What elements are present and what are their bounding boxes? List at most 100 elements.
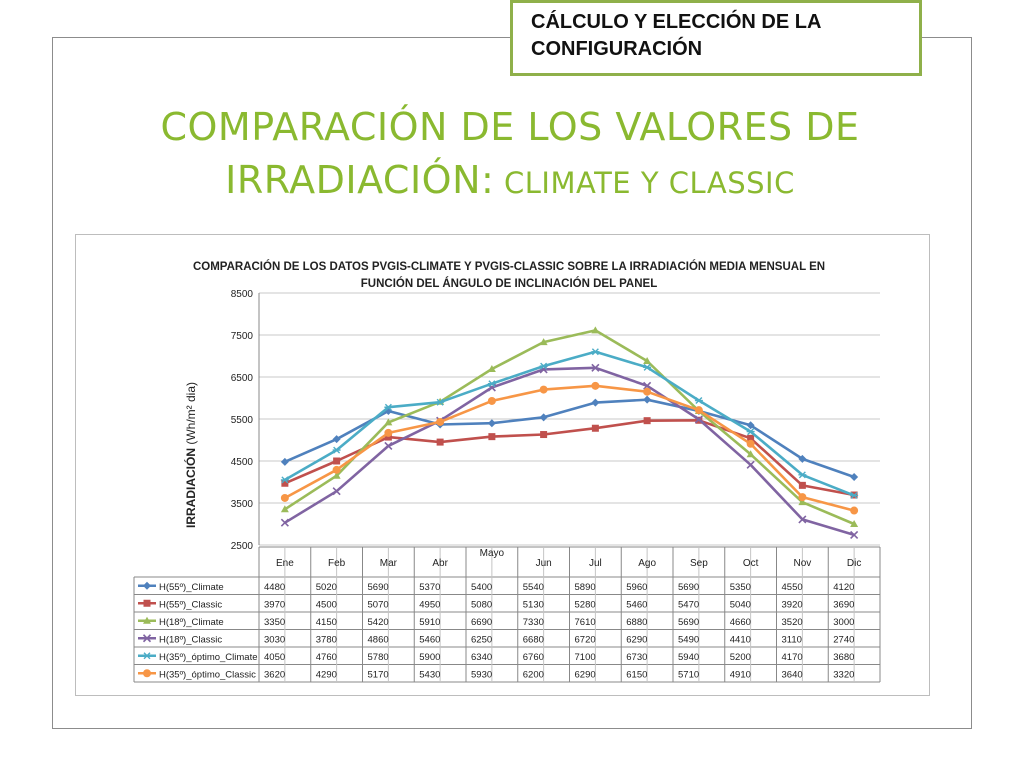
slide-title-line2: IRRADIACIÓN: CLIMATE Y CLASSIC xyxy=(60,158,960,202)
table-cell: 6880 xyxy=(626,617,647,628)
point-marker xyxy=(643,363,652,371)
y-tick-label: 8500 xyxy=(231,289,254,300)
table-cell: 3780 xyxy=(316,634,337,645)
series-line xyxy=(284,384,855,512)
table-cell: 5020 xyxy=(316,582,337,593)
point-marker xyxy=(539,413,548,422)
point-marker xyxy=(591,424,599,432)
point-marker xyxy=(332,435,341,444)
table-cell: 6690 xyxy=(471,617,492,628)
point-marker xyxy=(746,421,755,430)
point-marker xyxy=(280,505,289,513)
table-cell: 6200 xyxy=(523,669,544,680)
table-cell: 3640 xyxy=(782,669,803,680)
chart-title-line1: COMPARACIÓN DE LOS DATOS PVGIS-CLIMATE Y… xyxy=(193,260,825,273)
table-cell: 3520 xyxy=(782,617,803,628)
category-label: Ago xyxy=(638,558,656,569)
point-marker xyxy=(746,428,755,436)
category-label: Oct xyxy=(743,558,759,569)
table-cell: 3030 xyxy=(264,634,285,645)
point-marker xyxy=(643,387,652,396)
legend-label: H(55º)_Climate xyxy=(159,582,224,593)
table-cell: 4170 xyxy=(782,652,803,663)
section-badge-line1: CÁLCULO Y ELECCIÓN DE LA xyxy=(531,11,822,33)
table-cell: 5960 xyxy=(626,582,647,593)
table-cell: 5460 xyxy=(626,599,647,610)
table-cell: 5690 xyxy=(678,617,699,628)
table-cell: 4760 xyxy=(316,652,337,663)
point-marker xyxy=(384,441,393,450)
category-label: Feb xyxy=(328,558,346,569)
chart-panel: COMPARACIÓN DE LOS DATOS PVGIS-CLIMATE Y… xyxy=(75,234,930,696)
table-cell: 4410 xyxy=(730,634,751,645)
table-cell: 3680 xyxy=(833,652,854,663)
table-cell: 3970 xyxy=(264,599,285,610)
point-marker xyxy=(850,530,859,539)
point-marker xyxy=(143,616,151,624)
table-cell: 6250 xyxy=(471,634,492,645)
table-cell: 6720 xyxy=(575,634,596,645)
table-cell: 6150 xyxy=(626,669,647,680)
table-cell: 2740 xyxy=(833,634,854,645)
table-cell: 3350 xyxy=(264,617,285,628)
point-marker xyxy=(798,481,806,489)
point-marker xyxy=(436,398,445,406)
point-marker xyxy=(487,419,496,428)
table-cell: 6290 xyxy=(575,669,596,680)
table-cell: 5690 xyxy=(678,582,699,593)
table-cell: 5080 xyxy=(471,599,492,610)
category-label: Mar xyxy=(380,558,398,569)
y-tick-label: 3500 xyxy=(231,499,254,510)
point-marker xyxy=(488,433,496,441)
table-cell: 4150 xyxy=(316,617,337,628)
point-marker xyxy=(332,446,341,454)
table-cell: 5400 xyxy=(471,582,492,593)
table-cell: 5350 xyxy=(730,582,751,593)
table-cell: 5940 xyxy=(678,652,699,663)
table-cell: 4480 xyxy=(264,582,285,593)
table-cell: 6290 xyxy=(626,634,647,645)
point-marker xyxy=(850,472,859,481)
table-cell: 5890 xyxy=(575,582,596,593)
y-tick-label: 5500 xyxy=(231,415,254,426)
y-tick-label: 6500 xyxy=(231,373,254,384)
series-line xyxy=(284,398,855,479)
point-marker xyxy=(384,433,392,441)
point-marker xyxy=(143,581,151,590)
point-marker xyxy=(694,415,703,424)
point-marker xyxy=(487,396,496,405)
point-marker xyxy=(747,434,755,442)
point-marker xyxy=(694,397,703,405)
table-cell: 7100 xyxy=(575,652,596,663)
series-line xyxy=(284,366,855,537)
irradiation-chart: COMPARACIÓN DE LOS DATOS PVGIS-CLIMATE Y… xyxy=(133,260,881,683)
legend-label: H(18º)_Classic xyxy=(159,634,222,645)
point-marker xyxy=(280,518,289,527)
point-marker xyxy=(591,381,600,390)
point-marker xyxy=(540,431,548,439)
point-marker xyxy=(694,406,703,415)
point-marker xyxy=(591,348,600,356)
point-marker xyxy=(280,457,289,466)
table-cell: 4950 xyxy=(419,599,440,610)
category-label: Jun xyxy=(536,558,552,569)
table-cell: 5470 xyxy=(678,599,699,610)
point-marker xyxy=(332,471,341,479)
point-marker xyxy=(643,357,652,365)
table-cell: 5040 xyxy=(730,599,751,610)
y-tick-label: 7500 xyxy=(231,331,254,342)
point-marker xyxy=(746,450,755,458)
table-cell: 5690 xyxy=(368,582,389,593)
y-tick-label: 2500 xyxy=(231,541,254,552)
table-cell: 5710 xyxy=(678,669,699,680)
category-label: Jul xyxy=(589,558,602,569)
table-cell: 6730 xyxy=(626,652,647,663)
y-axis-label-unit: (Wh/m² dia) xyxy=(184,382,198,448)
slide-title-main: IRRADIACIÓN: xyxy=(225,158,495,202)
point-marker xyxy=(280,476,289,484)
series-group xyxy=(280,348,859,499)
point-marker xyxy=(143,669,151,678)
point-marker xyxy=(539,385,548,394)
series-group xyxy=(280,326,859,527)
point-marker xyxy=(539,338,548,346)
